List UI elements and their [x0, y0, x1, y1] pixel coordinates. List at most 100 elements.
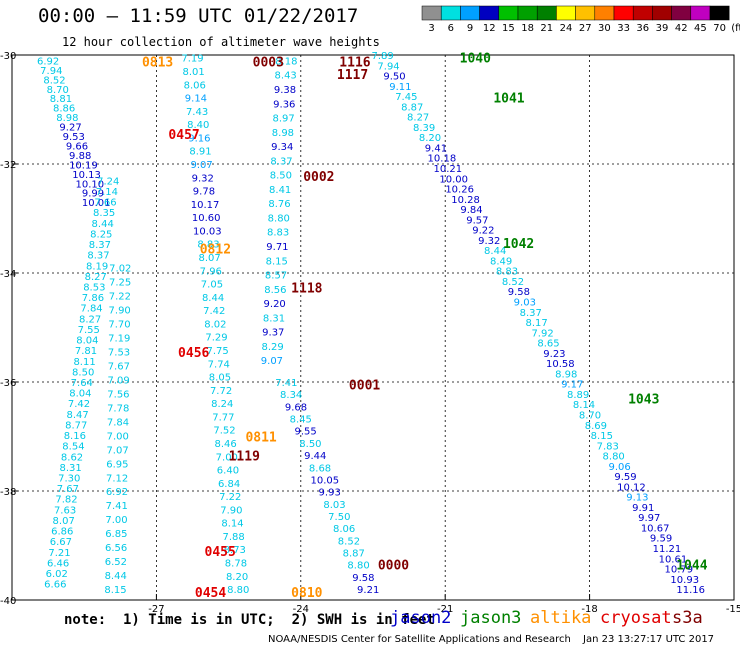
- wave-height-value: 9.07: [261, 356, 283, 367]
- wave-height-value: 9.99: [82, 189, 104, 200]
- scale-label: 45: [694, 23, 707, 34]
- pass-time-label: 0003: [253, 56, 284, 71]
- y-tick-label: -32: [0, 160, 16, 171]
- wave-height-value: 7.25: [109, 278, 131, 289]
- scale-swatch: [690, 5, 711, 21]
- wave-height-value: 8.14: [573, 400, 595, 411]
- wave-height-value: 8.80: [347, 561, 369, 572]
- wave-height-value: 10.10: [75, 179, 104, 190]
- satellite-jason3: jason3: [460, 608, 522, 628]
- wave-height-value: 9.07: [191, 160, 213, 171]
- wave-height-value: 8.73: [224, 545, 246, 556]
- pass-time-label: 1042: [503, 237, 534, 252]
- wave-height-value: 9.38: [274, 85, 296, 96]
- pass-time-label: 0810: [291, 586, 322, 601]
- wave-height-value: 8.80: [268, 213, 290, 224]
- pass-time-label: 0000: [378, 559, 409, 574]
- wave-height-value: 9.78: [193, 187, 215, 198]
- scale-swatch: [652, 5, 672, 21]
- pass-time-label: 0454: [195, 586, 226, 601]
- wave-height-value: 8.65: [537, 339, 559, 350]
- scale-swatch: [613, 5, 634, 21]
- wave-height-value: 7.43: [186, 107, 208, 118]
- wave-height-value: 11.16: [676, 585, 705, 596]
- scale-swatch: [575, 5, 596, 21]
- wave-height-value: 8.80: [603, 452, 625, 463]
- wave-height-value: 8.81: [50, 94, 72, 105]
- x-tick-label: -15: [726, 604, 740, 615]
- wave-height-value: 7.29: [205, 333, 227, 344]
- wave-height-value: 8.52: [338, 536, 360, 547]
- wave-height-value: 9.16: [188, 133, 210, 144]
- wave-height-value: 7.90: [220, 505, 242, 516]
- y-tick-label: -40: [0, 596, 16, 607]
- wave-height-value: 6.84: [218, 479, 240, 490]
- wave-height-value: 8.83: [197, 240, 219, 251]
- wave-height-value: 8.56: [264, 285, 286, 296]
- wave-height-value: 9.41: [425, 143, 447, 154]
- wave-height-value: 8.52: [43, 75, 65, 86]
- wave-height-value: 10.60: [192, 213, 221, 224]
- wave-height-value: 8.25: [90, 229, 112, 240]
- wave-height-value: 8.50: [270, 171, 292, 182]
- pass-time-label: 1116: [339, 56, 370, 71]
- axis-ticks: -27 -24 -21 -18 -15 -30 -32 -34 -36 -38 -40: [0, 51, 740, 615]
- wave-height-value: 8.70: [47, 85, 69, 96]
- wave-height-value: 7.75: [207, 346, 229, 357]
- wave-height-value: 7.19: [108, 333, 130, 344]
- wave-height-value: 8.27: [79, 314, 101, 325]
- wave-height-value: 8.37: [520, 308, 542, 319]
- x-tick-label: -24: [293, 604, 309, 615]
- wave-height-value: 8.47: [66, 410, 88, 421]
- wave-height-value: 10.79: [665, 565, 694, 576]
- wave-height-value: 10.26: [445, 185, 474, 196]
- wave-height-value: 8.98: [272, 128, 294, 139]
- wave-height-value: 10.19: [69, 160, 98, 171]
- x-tick-label: -18: [581, 604, 597, 615]
- y-tick-label: -30: [0, 51, 16, 62]
- scale-label: 6: [448, 23, 454, 34]
- wave-height-value: 8.76: [268, 199, 290, 210]
- scale-swatch: [709, 5, 730, 21]
- wave-height-value: 8.49: [490, 256, 512, 267]
- wave-height-value: 10.28: [451, 195, 480, 206]
- wave-height-value: 9.32: [478, 236, 500, 247]
- credit-text: NOAA/NESDIS Center for Satellite Applica…: [268, 634, 571, 645]
- wave-height-value: 8.11: [73, 357, 95, 368]
- scale-label: 12: [483, 23, 496, 34]
- wave-height-value: 9.27: [59, 123, 81, 134]
- wave-height-value: 9.23: [543, 349, 565, 360]
- wave-height-value: 7.82: [55, 495, 77, 506]
- wave-height-value: 9.66: [66, 141, 88, 152]
- pass-time-label: 1117: [337, 68, 368, 83]
- wave-height-value: 8.24: [211, 399, 233, 410]
- wave-height-value: 8.86: [53, 104, 75, 115]
- wave-height-value: 8.20: [226, 572, 248, 583]
- scale-swatch: [517, 5, 538, 21]
- wave-height-value: 9.03: [514, 298, 536, 309]
- timestamp-text: Jan 23 13:27:17 UTC 2017: [583, 634, 715, 645]
- pass-time-label: 1044: [676, 559, 707, 574]
- wave-height-value: 10.05: [311, 475, 340, 486]
- wave-height-value: 7.64: [71, 378, 93, 389]
- wave-height-value: 7.83: [597, 441, 619, 452]
- scale-swatch: [536, 5, 557, 21]
- wave-height-value: 10.00: [439, 174, 468, 185]
- wave-height-value: 9.93: [319, 488, 341, 499]
- scale-label: 39: [656, 23, 669, 34]
- scale-swatch: [440, 5, 461, 21]
- wave-height-value: 8.44: [202, 293, 224, 304]
- wave-height-value: 7.90: [109, 305, 131, 316]
- wave-height-value: 7.74: [208, 359, 230, 370]
- wave-height-value: 7.09: [107, 375, 129, 386]
- wave-height-value: 8.01: [183, 67, 205, 78]
- wave-height-value: 8.83: [267, 228, 289, 239]
- pass-time-label: 0455: [205, 545, 236, 560]
- wave-height-value: 11.21: [653, 544, 682, 555]
- scale-label: (ft): [731, 23, 740, 34]
- wave-height-value: 7.72: [210, 386, 232, 397]
- wave-height-value: 10.13: [72, 170, 101, 181]
- wave-height-value: 9.34: [271, 142, 293, 153]
- wave-height-value: 9.84: [460, 205, 482, 216]
